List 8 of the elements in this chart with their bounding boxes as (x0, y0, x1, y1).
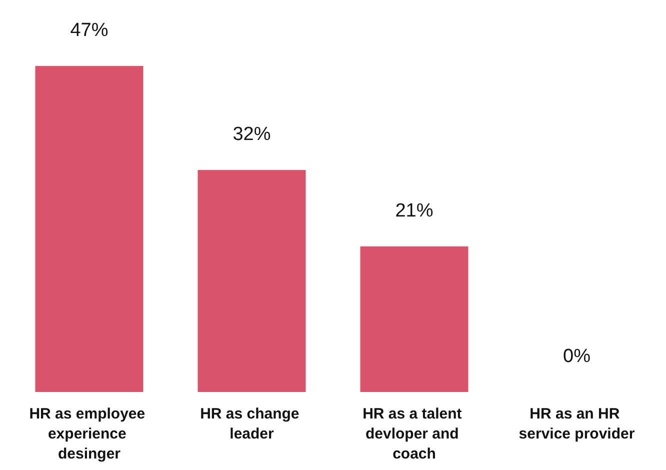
data-label: 47% (70, 20, 108, 41)
x-tick-label: HR as an HR service provider (518, 406, 635, 442)
x-tick-label: HR as employee experience desinger (29, 406, 150, 462)
data-label: 0% (563, 346, 591, 367)
x-tick-label: HR as a talent devloper and coach (362, 406, 466, 462)
data-label: 32% (232, 124, 271, 146)
x-tick-label: HR as change leader (200, 406, 304, 442)
data-label: 21% (395, 200, 434, 222)
